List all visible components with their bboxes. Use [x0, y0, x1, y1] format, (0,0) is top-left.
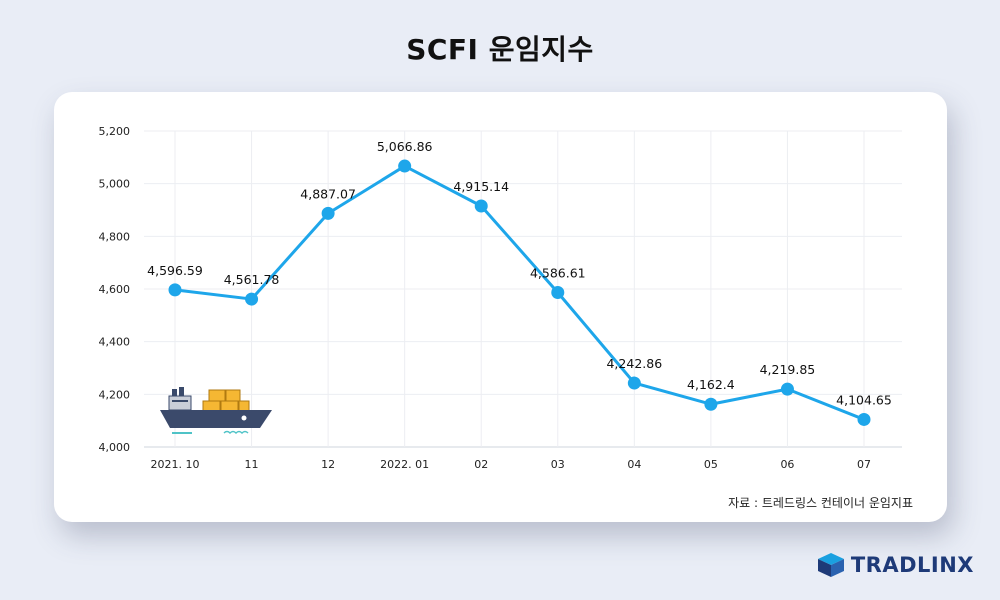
y-tick-label: 4,600 — [99, 283, 131, 296]
grid — [144, 130, 902, 448]
cube-icon — [817, 553, 844, 577]
data-labels: 4,596.59 4,561.78 4,887.07 5,066.86 4,915.14… — [147, 139, 892, 407]
source-note: 자료 : 트레드링스 컨테이너 운임지표 — [728, 496, 913, 510]
data-label: 4,915.14 — [453, 179, 509, 194]
series — [168, 159, 871, 426]
x-tick-label: 02 — [474, 458, 488, 471]
data-point — [398, 159, 412, 173]
data-point — [168, 283, 182, 297]
data-label: 4,586.61 — [530, 266, 586, 281]
line-chart: 4,000 4,200 4,400 4,600 4,800 5,000 5,200 2021… — [99, 125, 902, 471]
data-point — [857, 412, 871, 426]
x-tick-label: 2021. 10 — [151, 458, 200, 471]
x-tick-label: 11 — [245, 458, 259, 471]
data-label: 4,887.07 — [300, 186, 356, 201]
data-label: 5,066.86 — [377, 139, 433, 154]
y-tick-label: 4,800 — [99, 230, 131, 243]
data-label: 4,242.86 — [606, 356, 662, 371]
x-tick-label: 04 — [627, 458, 641, 471]
x-axis: 2021. 10 11 12 2022. 01 02 03 04 05 06 07 — [151, 458, 871, 471]
y-tick-label: 4,200 — [99, 388, 131, 401]
chart-card: 4,000 4,200 4,400 4,600 4,800 5,000 5,200 2021… — [54, 92, 947, 522]
x-tick-label: 2022. 01 — [380, 458, 429, 471]
data-point — [627, 376, 641, 390]
series-line — [174, 164, 865, 421]
x-tick-label: 03 — [551, 458, 565, 471]
data-label: 4,561.78 — [224, 272, 280, 287]
x-tick-label: 05 — [704, 458, 718, 471]
page-title: SCFI 운임지수 — [406, 33, 594, 66]
data-point — [321, 206, 335, 220]
y-tick-label: 5,000 — [99, 178, 131, 191]
data-point — [474, 199, 488, 213]
data-point — [245, 292, 259, 306]
data-point — [780, 382, 794, 396]
y-tick-label: 4,400 — [99, 336, 131, 349]
y-tick-label: 4,000 — [99, 441, 131, 454]
x-tick-label: 06 — [780, 458, 794, 471]
brand-logo: TRADLINX — [817, 552, 974, 578]
y-axis: 4,000 4,200 4,400 4,600 4,800 5,000 5,200 — [99, 125, 131, 454]
x-tick-label: 07 — [857, 458, 871, 471]
data-point — [704, 397, 718, 411]
data-label: 4,162.4 — [687, 377, 735, 392]
data-label: 4,219.85 — [760, 362, 816, 377]
ship-icon — [160, 387, 272, 435]
data-label: 4,596.59 — [147, 263, 203, 278]
y-tick-label: 5,200 — [99, 125, 131, 138]
brand-name: TRADLINX — [850, 553, 974, 577]
x-tick-label: 12 — [321, 458, 335, 471]
data-point — [551, 286, 565, 300]
data-label: 4,104.65 — [836, 392, 892, 407]
